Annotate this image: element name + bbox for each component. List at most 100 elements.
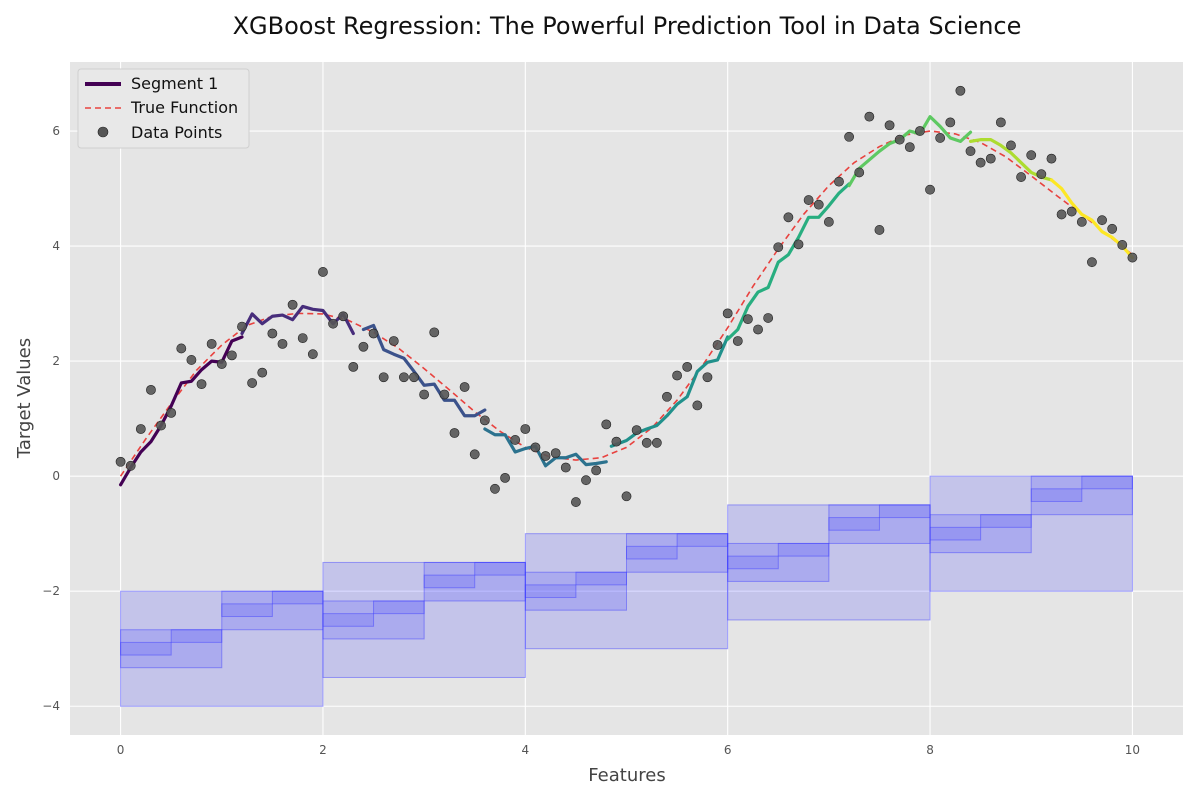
box-layer (120, 475, 1133, 707)
box-5 (120, 629, 223, 669)
data-point-89 (1016, 172, 1027, 182)
data-point-53 (651, 437, 662, 448)
data-point-54 (662, 391, 672, 402)
x-tick-label-4: 8 (926, 743, 934, 757)
box-7 (322, 600, 425, 640)
data-point-95 (1076, 217, 1087, 227)
data-point-41 (530, 442, 541, 453)
data-point-67 (793, 239, 804, 250)
data-point-15 (267, 328, 278, 339)
data-point-31 (429, 327, 440, 338)
plot-area (70, 62, 1183, 735)
data-point-26 (378, 372, 389, 383)
box-26 (676, 533, 729, 547)
segment-line-4 (483, 427, 608, 468)
data-point-25 (368, 328, 379, 339)
data-point-7 (186, 355, 197, 365)
data-point-74 (864, 111, 875, 122)
data-point-17 (287, 299, 298, 310)
segment-line-7 (847, 115, 973, 188)
box-25 (626, 545, 678, 560)
box-2 (524, 533, 729, 650)
data-point-98 (1107, 223, 1118, 234)
data-point-55 (672, 370, 682, 381)
box-29 (828, 517, 880, 531)
data-point-34 (459, 382, 470, 392)
data-point-88 (1006, 140, 1016, 151)
legend: Segment 1 True Function Data Points (77, 68, 250, 149)
data-point-70 (823, 217, 834, 227)
data-point-37 (490, 483, 500, 494)
data-point-38 (500, 472, 510, 483)
data-point-72 (844, 131, 854, 142)
data-point-48 (601, 419, 612, 430)
data-point-97 (1097, 215, 1107, 226)
box-12 (828, 504, 931, 544)
segment-line-3 (361, 323, 487, 418)
data-point-69 (813, 199, 824, 210)
box-15 (120, 641, 172, 656)
data-point-85 (975, 157, 986, 168)
data-point-36 (479, 415, 490, 426)
data-point-47 (591, 465, 602, 476)
legend-frame (77, 68, 250, 149)
box-21 (423, 574, 476, 589)
x-tick-label-1: 2 (319, 743, 327, 757)
data-point-32 (439, 389, 450, 400)
y-tick-label-5: 6 (52, 124, 60, 138)
data-point-75 (874, 225, 885, 235)
data-point-71 (834, 176, 844, 187)
data-point-56 (682, 361, 693, 372)
data-point-30 (419, 389, 430, 400)
data-point-45 (571, 497, 581, 507)
data-point-33 (449, 428, 460, 438)
y-tick-label-1: −2 (42, 584, 60, 598)
scatter-layer (115, 85, 1138, 507)
chart-title: XGBoost Regression: The Powerful Predict… (233, 12, 1022, 40)
box-13 (929, 514, 1032, 554)
data-point-65 (773, 242, 784, 253)
data-point-42 (540, 451, 551, 461)
data-point-20 (318, 267, 328, 277)
box-33 (1030, 488, 1083, 502)
grid (70, 62, 1183, 735)
data-point-100 (1127, 252, 1138, 263)
data-point-51 (631, 425, 642, 436)
box-17 (221, 603, 273, 618)
box-9 (524, 571, 627, 611)
data-point-27 (388, 336, 399, 346)
y-axis-label: Target Values (14, 338, 35, 459)
legend-label-segment-1: Segment 1 (131, 74, 218, 93)
box-11 (727, 542, 830, 582)
data-point-5 (166, 407, 177, 418)
data-point-49 (611, 436, 622, 447)
data-point-91 (1036, 169, 1047, 180)
x-axis-label: Features (588, 765, 665, 786)
box-20 (373, 600, 425, 615)
y-tick-label-3: 2 (52, 354, 60, 368)
data-point-52 (641, 437, 652, 448)
box-27 (727, 555, 779, 570)
data-point-90 (1026, 150, 1037, 161)
segment-line-6 (726, 182, 851, 341)
data-point-1 (125, 460, 136, 471)
x-tick-label-0: 0 (117, 743, 125, 757)
data-point-39 (510, 435, 521, 445)
box-3 (727, 504, 931, 621)
data-point-92 (1046, 153, 1057, 164)
data-point-46 (581, 475, 591, 486)
data-point-96 (1087, 257, 1097, 268)
data-point-76 (884, 120, 895, 131)
data-point-58 (702, 372, 713, 383)
data-point-80 (925, 184, 935, 195)
data-point-60 (722, 308, 733, 319)
box-30 (878, 504, 931, 519)
data-point-77 (894, 134, 905, 145)
y-tick-label-0: −4 (42, 699, 60, 713)
legend-swatch-data-points (97, 126, 109, 138)
data-point-68 (803, 195, 814, 205)
data-point-40 (520, 424, 531, 434)
box-8 (423, 561, 526, 602)
data-point-66 (783, 212, 794, 223)
